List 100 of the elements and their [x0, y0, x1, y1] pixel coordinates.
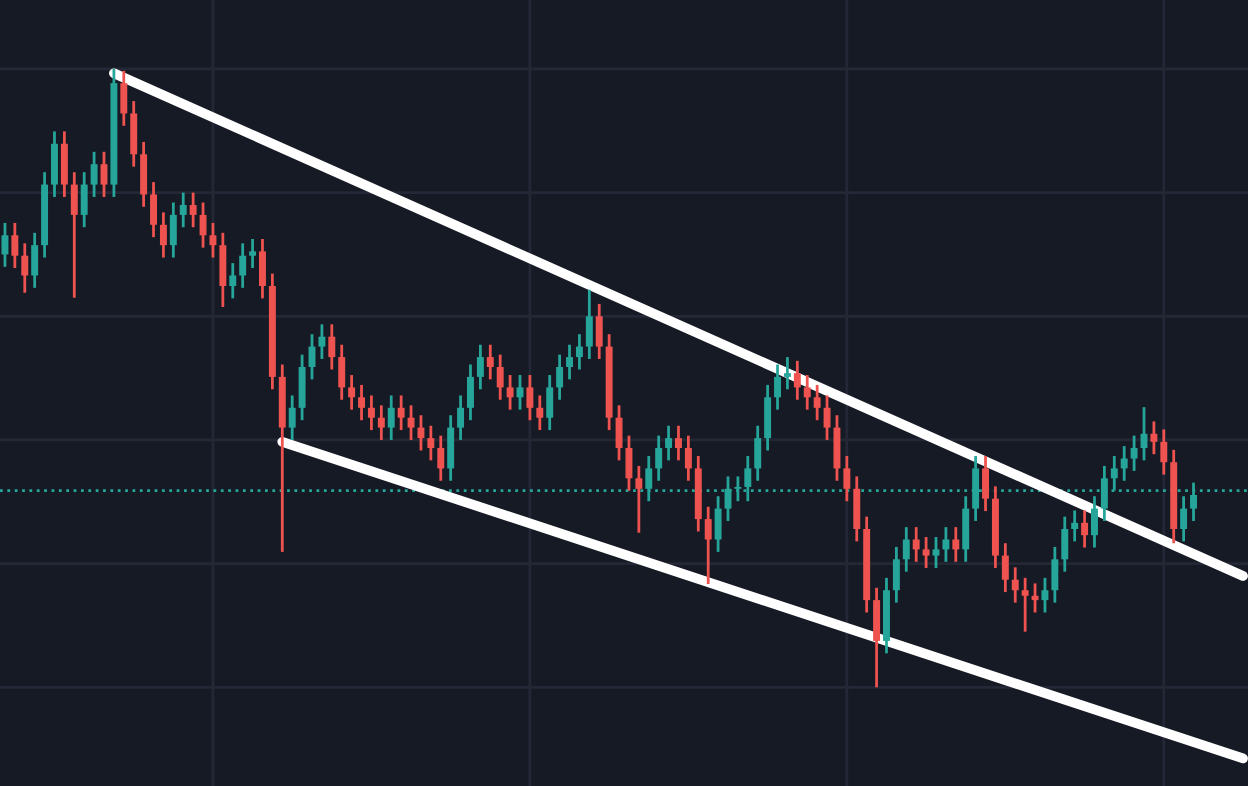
- candlestick: [526, 373, 534, 422]
- candlestick: [130, 99, 138, 169]
- candlestick: [169, 201, 177, 259]
- candlestick: [675, 424, 682, 462]
- candlestick: [51, 130, 58, 199]
- candlestick: [595, 302, 603, 361]
- candlestick: [90, 150, 98, 199]
- candlestick: [358, 383, 365, 422]
- candlestick: [873, 586, 881, 689]
- candlestick: [823, 394, 831, 442]
- candlestick: [486, 343, 494, 381]
- candlestick: [556, 353, 564, 402]
- candlestick: [585, 288, 593, 361]
- candlestick: [179, 191, 187, 229]
- candlestick: [833, 413, 841, 483]
- candlestick: [1081, 509, 1089, 549]
- candlestick: [21, 241, 29, 295]
- candlestick: [80, 170, 88, 229]
- candlestick: [209, 221, 217, 259]
- candlestick: [1061, 515, 1069, 574]
- candlestick: [764, 383, 772, 452]
- candlestick: [427, 424, 435, 462]
- candlestick: [298, 353, 306, 422]
- candlestick: [714, 494, 722, 554]
- candlestick: [754, 424, 762, 483]
- candlestick: [249, 237, 257, 270]
- candlestick: [536, 394, 544, 432]
- candlestick: [506, 373, 514, 412]
- candlestick: [1130, 434, 1138, 473]
- candlestick: [665, 424, 673, 462]
- candlestick: [367, 394, 375, 432]
- candlestick: [1011, 565, 1019, 604]
- candlestick: [159, 211, 167, 259]
- candlestick: [457, 394, 465, 442]
- candlestick: [1001, 541, 1009, 594]
- candlestick: [655, 434, 663, 483]
- candlestick: [942, 525, 950, 564]
- candlestick: [1150, 420, 1158, 456]
- candlestick: [1190, 481, 1197, 523]
- candlestick: [150, 180, 157, 239]
- candlestick: [803, 373, 811, 412]
- candlestick: [397, 394, 405, 432]
- candlestick: [189, 191, 197, 229]
- candlestick: [407, 403, 415, 442]
- candlestick: [853, 475, 861, 543]
- candlestick: [1051, 545, 1059, 604]
- candlestick: [982, 454, 989, 513]
- candlestick: [199, 201, 207, 250]
- candlestick: [932, 535, 940, 570]
- candlestick: [1021, 576, 1029, 634]
- candlestick: [11, 221, 19, 270]
- candlestick: [625, 434, 633, 493]
- candlestick: [1180, 494, 1188, 543]
- candlestick: [704, 505, 712, 586]
- candlestick: [793, 359, 801, 402]
- candlestick: [635, 464, 643, 535]
- candlestick: [377, 403, 385, 442]
- candlestick: [318, 322, 326, 361]
- candlestick: [338, 343, 346, 402]
- candlestick: [387, 394, 395, 442]
- candlestick: [1071, 509, 1079, 543]
- candlestick: [328, 322, 336, 371]
- candlestick: [467, 363, 474, 422]
- candlestick: [575, 332, 583, 371]
- candlestick: [437, 434, 445, 483]
- candlestick: [229, 261, 237, 300]
- candlestick: [496, 353, 504, 402]
- candlestick: [952, 525, 960, 564]
- candlestick: [476, 343, 484, 391]
- candlestick: [546, 373, 554, 432]
- candlestick: [783, 355, 791, 391]
- candlestick: [417, 413, 425, 452]
- candlestick: [684, 434, 692, 483]
- candlestick: [1091, 494, 1098, 549]
- candlestick: [902, 525, 910, 574]
- candlestick: [1120, 444, 1128, 483]
- candlestick: [912, 525, 920, 564]
- candlestick: [566, 343, 573, 381]
- candlestick: [774, 363, 781, 412]
- candlestick: [31, 231, 39, 290]
- candlestick: [288, 394, 296, 442]
- candlestick: [60, 130, 68, 199]
- candlestick: [1031, 582, 1039, 614]
- candlestick: [1160, 428, 1168, 476]
- candlestick: [892, 545, 900, 604]
- candlestick: [1, 221, 9, 269]
- candlestick: [70, 170, 78, 300]
- candlestick: [813, 383, 821, 422]
- candlestick: [922, 535, 930, 570]
- candlestick: [259, 237, 266, 300]
- candlestick: [239, 241, 247, 290]
- candlestick: [219, 231, 227, 309]
- candlestick: [120, 69, 128, 128]
- candlestick: [615, 403, 623, 462]
- candlestick: [962, 494, 970, 564]
- candlestick: [843, 454, 851, 503]
- candlestick: [140, 140, 148, 209]
- candlestick: [348, 373, 356, 412]
- candlestick: [1041, 576, 1049, 614]
- candlestick: [447, 413, 455, 483]
